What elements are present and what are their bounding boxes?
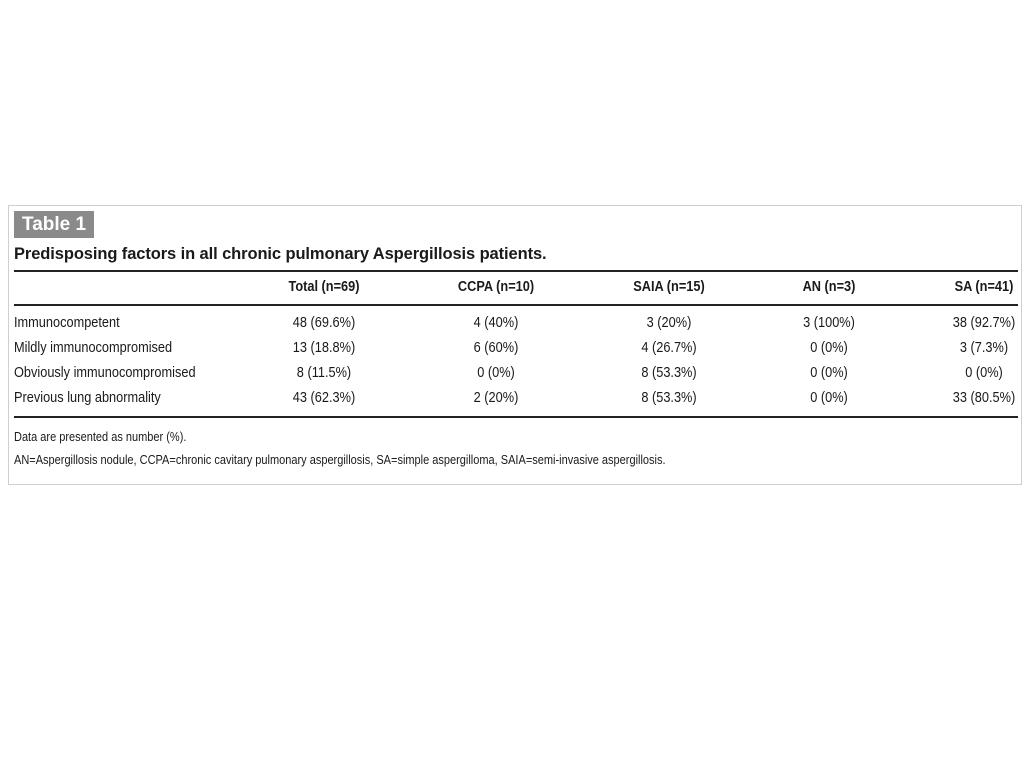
top-rule — [14, 270, 1018, 272]
table-cell: 0 (0%) — [810, 390, 848, 406]
table-abbreviations: AN=Aspergillosis nodule, CCPA=chronic ca… — [14, 453, 666, 467]
col-header-ccpa: CCPA (n=10) — [457, 279, 535, 295]
table-cell: 0 (0%) — [810, 340, 848, 356]
row-label: Obviously immunocompromised — [14, 365, 196, 381]
row-label: Immunocompetent — [14, 315, 120, 331]
row-label: Previous lung abnormality — [14, 390, 161, 406]
table-cell: 0 (0%) — [810, 365, 848, 381]
table-cell: 8 (53.3%) — [641, 365, 697, 381]
table-cell: 13 (18.8%) — [292, 340, 356, 356]
col-header-sa: SA (n=41) — [954, 279, 1014, 295]
table-cell: 0 (0%) — [965, 365, 1003, 381]
table-cell: 3 (7.3%) — [959, 340, 1009, 356]
header-rule — [14, 304, 1018, 306]
table-cell: 8 (53.3%) — [641, 390, 697, 406]
col-header-an: AN (n=3) — [802, 279, 856, 295]
table-cell: 33 (80.5%) — [952, 390, 1016, 406]
table-cell: 8 (11.5%) — [296, 365, 352, 381]
table-cell: 38 (92.7%) — [952, 315, 1016, 331]
table-title: Predisposing factors in all chronic pulm… — [14, 245, 547, 263]
row-label: Mildly immunocompromised — [14, 340, 173, 356]
table-cell: 3 (100%) — [803, 315, 855, 331]
table-cell: 6 (60%) — [473, 340, 519, 356]
table-cell: 3 (20%) — [646, 315, 692, 331]
table-cell: 48 (69.6%) — [292, 315, 356, 331]
table-frame: Table 1 Predisposing factors in all chro… — [8, 205, 1022, 485]
col-header-total: Total (n=69) — [288, 279, 360, 295]
table-cell: 2 (20%) — [473, 390, 519, 406]
bottom-rule — [14, 416, 1018, 418]
table-cell: 4 (40%) — [473, 315, 519, 331]
table-note: Data are presented as number (%). — [14, 430, 187, 444]
col-header-saia: SAIA (n=15) — [633, 279, 705, 295]
table-cell: 43 (62.3%) — [292, 390, 356, 406]
table-label: Table 1 — [14, 211, 95, 238]
table-cell: 4 (26.7%) — [641, 340, 697, 356]
table-cell: 0 (0%) — [477, 365, 515, 381]
